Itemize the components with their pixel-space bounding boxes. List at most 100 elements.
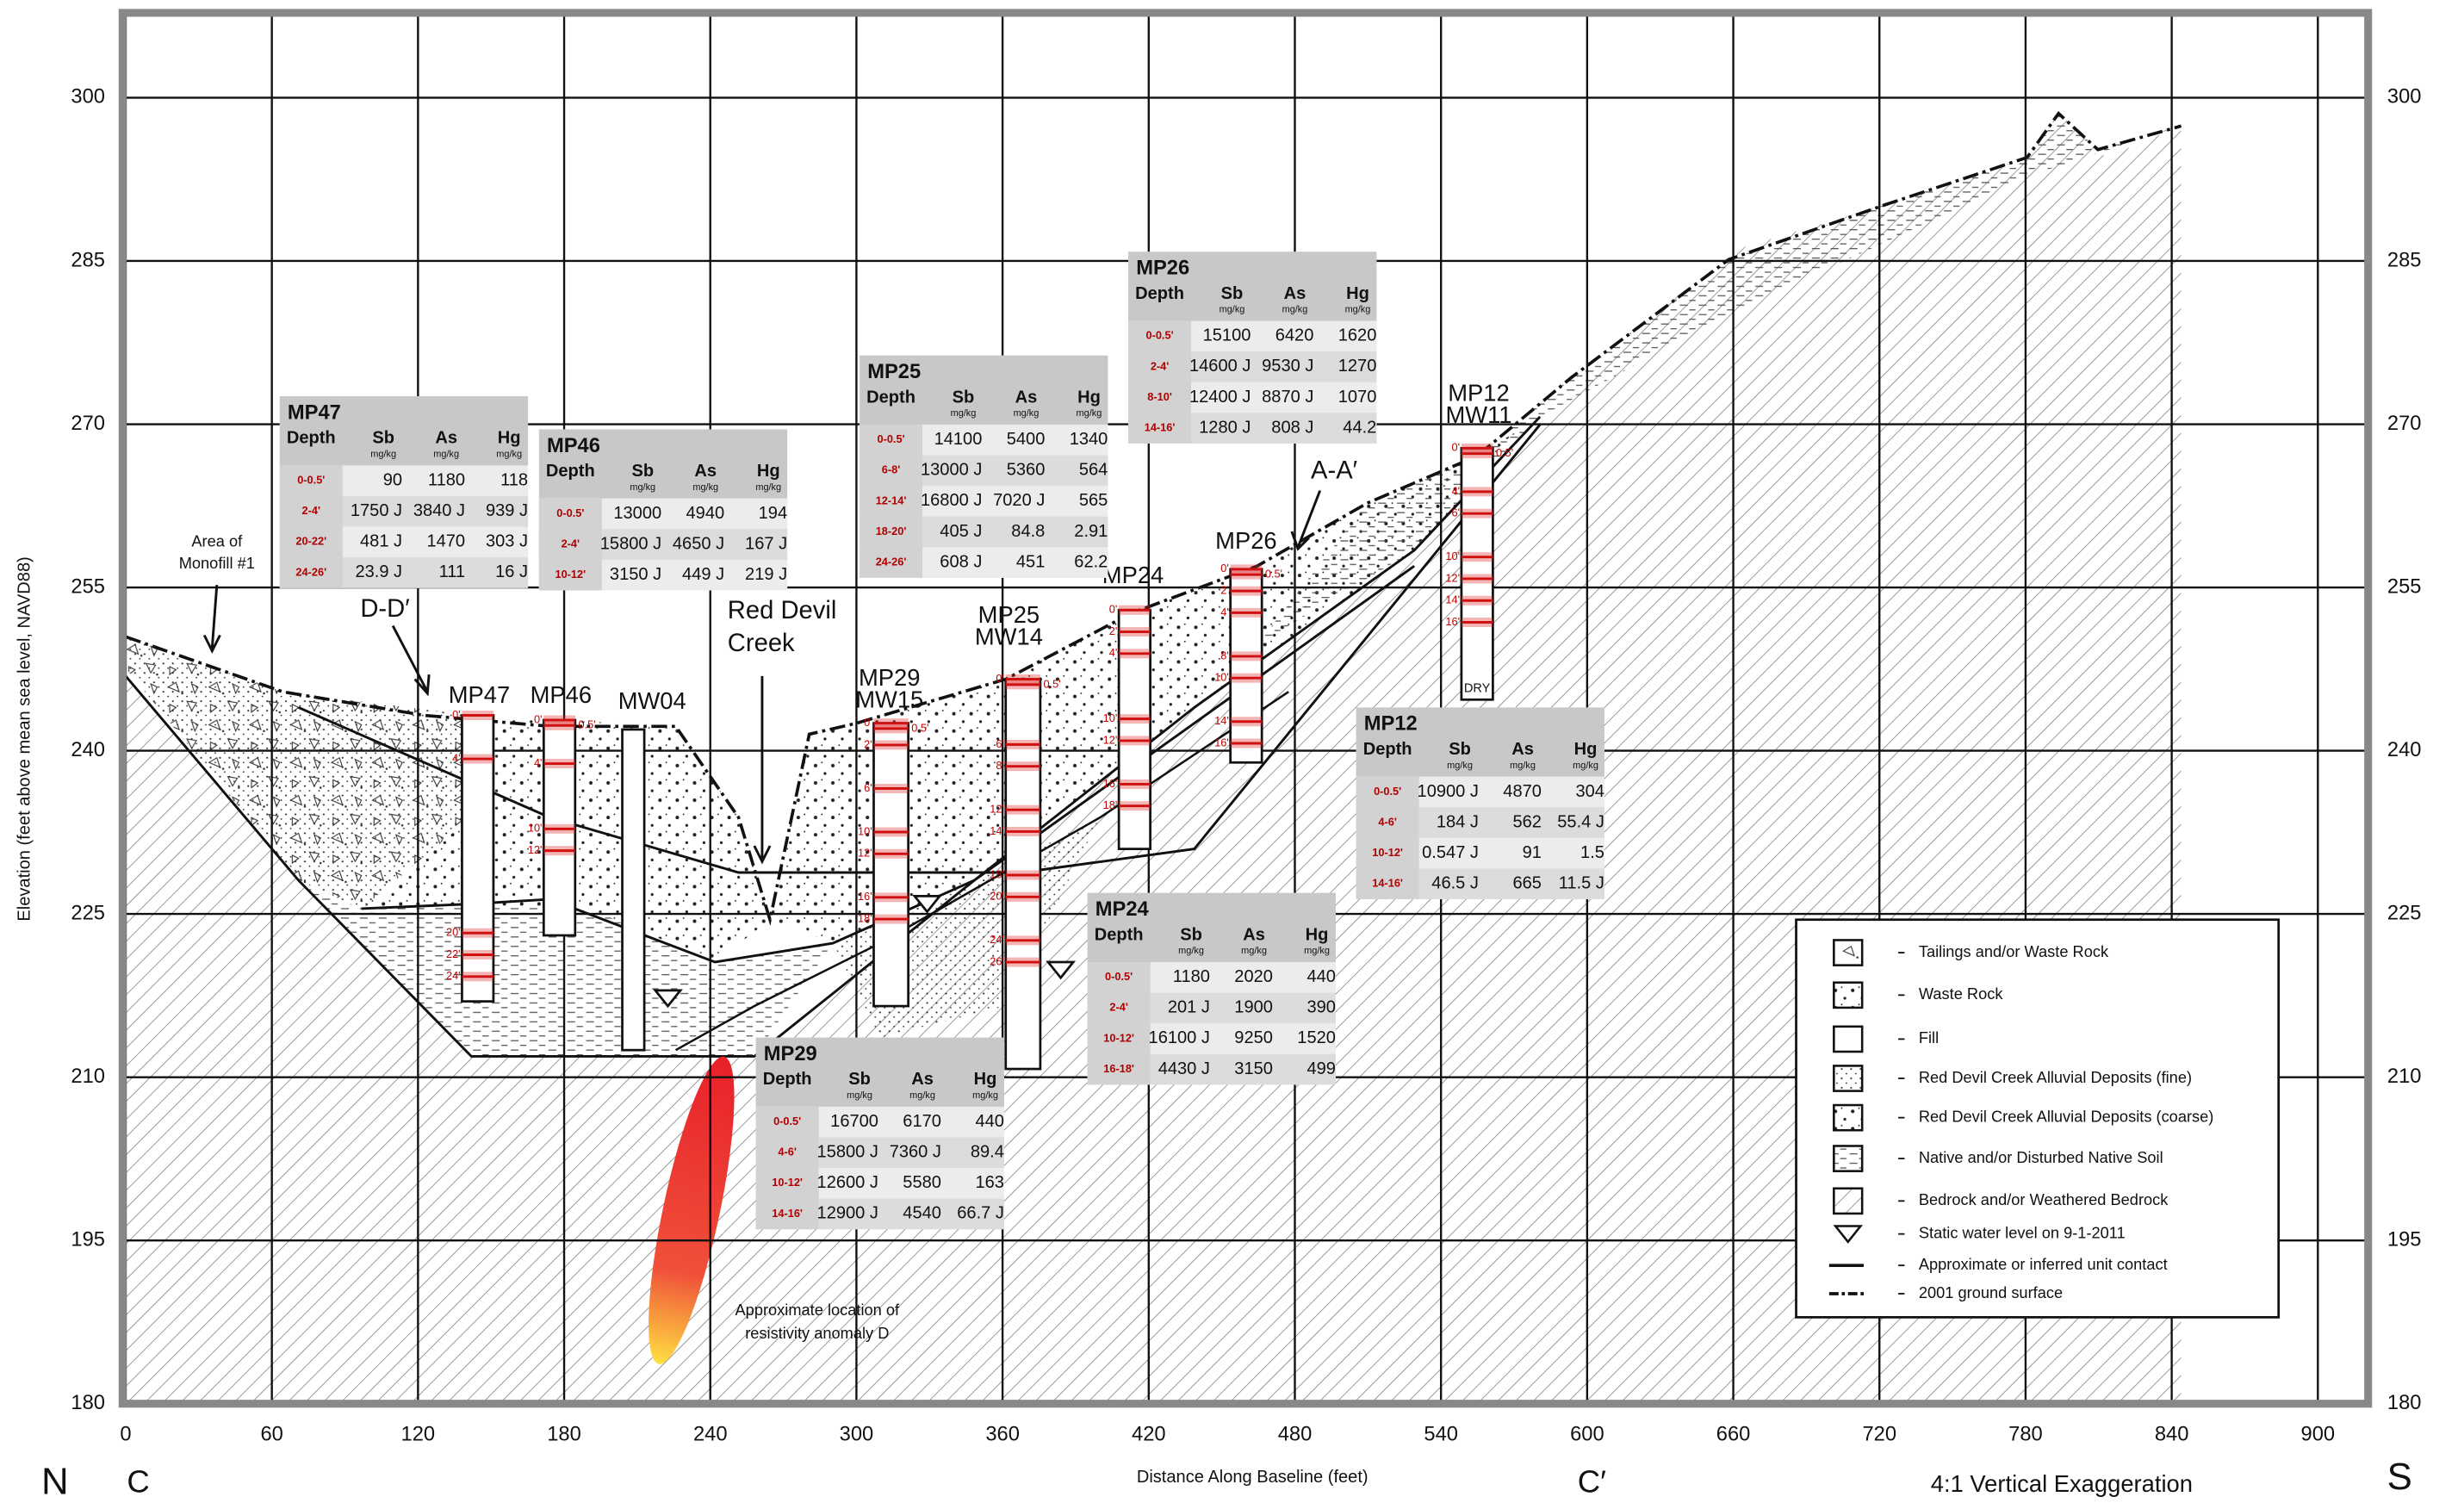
table-value: 1750 J (351, 501, 402, 520)
table-unit: mg/kg (847, 1090, 872, 1101)
table-value: 9250 (1234, 1028, 1273, 1047)
table-value: 219 J (745, 565, 787, 584)
table-header: As (1243, 925, 1265, 944)
table-depth: 10-12' (555, 568, 586, 581)
table-value: 66.7 J (957, 1204, 1004, 1223)
depth-label: 24' (446, 969, 461, 982)
table-header: Hg (498, 429, 521, 448)
depth-label: 0' (452, 708, 461, 721)
table-header: Depth (866, 388, 915, 407)
table-depth: 0-0.5' (877, 432, 904, 445)
depth-label: 4' (1109, 646, 1118, 659)
legend-swatch (1834, 1027, 1862, 1052)
depth-label: 4' (452, 751, 461, 764)
depth-label: 6' (864, 781, 872, 794)
table-depth: 4-6' (778, 1146, 797, 1158)
y-tick-label: 300 (2387, 86, 2422, 109)
table-header: As (1511, 740, 1534, 759)
table-value: 15100 (1203, 326, 1251, 345)
table-value: 440 (1306, 967, 1335, 986)
table-depth: 18-20' (876, 525, 907, 537)
well-label: MW11 (1445, 401, 1511, 428)
depth-label: 22' (446, 947, 461, 960)
table-value: 304 (1575, 782, 1604, 801)
table-header: As (1015, 388, 1038, 407)
table-title: MP29 (764, 1043, 817, 1065)
depth-label: 10' (1103, 711, 1118, 724)
well-casing (1462, 448, 1493, 699)
depth-label: 10' (858, 824, 872, 837)
depth-label: 8' (1220, 649, 1229, 661)
table-depth: 24-26' (295, 565, 326, 578)
x-tick-label: 0 (120, 1423, 131, 1445)
table-value: 44.2 (1343, 418, 1376, 437)
depth-label: 2' (1220, 583, 1229, 596)
table-value: 14600 J (1189, 357, 1251, 376)
table-value: 167 J (745, 534, 787, 553)
table-value: 12900 J (817, 1204, 878, 1223)
table-value: 451 (1016, 552, 1045, 571)
cross-section: 0601201802403003604204805406006607207808… (0, 0, 2464, 1503)
annotation: Area of (191, 532, 243, 550)
x-tick-label: 540 (1424, 1423, 1458, 1445)
table-unit: mg/kg (630, 482, 655, 493)
legend-swatch (1834, 983, 1862, 1008)
section-label: A-A′ (1311, 456, 1357, 484)
x-tick-label: 120 (401, 1423, 436, 1445)
table-value: 13000 (613, 504, 661, 523)
depth-label: 2' (1109, 624, 1118, 637)
table-value: 84.8 (1011, 522, 1045, 541)
depth-label: 12' (990, 803, 1004, 816)
table-value: 3840 J (413, 501, 465, 520)
table-value: 5580 (903, 1173, 941, 1192)
depth-label: 18' (990, 867, 1004, 880)
table-depth: 4-6' (1378, 815, 1397, 828)
table-value: 10900 J (1418, 782, 1479, 801)
y-tick-label: 210 (2387, 1065, 2422, 1088)
table-value: 1180 (428, 471, 465, 490)
table-header: As (911, 1070, 934, 1089)
start-label: C (127, 1463, 149, 1499)
depth-label: 0' (864, 716, 872, 729)
table-value: 13000 J (921, 461, 982, 480)
depth-label: 16' (1214, 736, 1229, 748)
table-value: 565 (1079, 491, 1108, 510)
legend-swatch (1834, 1105, 1862, 1130)
x-tick-label: 600 (1570, 1423, 1604, 1445)
table-value: 1340 (1070, 430, 1108, 449)
table-unit: mg/kg (1282, 305, 1308, 315)
table-value: 111 (439, 562, 465, 581)
table-header: Hg (1346, 284, 1369, 303)
table-header: Hg (1306, 925, 1329, 944)
table-unit: mg/kg (951, 408, 977, 419)
table-value: 23.9 J (355, 562, 402, 581)
legend-swatch (1834, 1146, 1862, 1171)
page: Cross Section C-C′ {"axes": {"xlabel": "… (0, 0, 2464, 1503)
table-header: As (435, 429, 457, 448)
depth-label: 12' (1103, 733, 1118, 746)
table-unit: mg/kg (370, 450, 396, 460)
table-value: 118 (500, 471, 528, 490)
table-value: 4870 (1503, 782, 1542, 801)
table-value: 184 J (1437, 812, 1479, 831)
dry-label: DRY (1464, 681, 1491, 695)
table-header: Depth (287, 429, 336, 448)
table-value: 89.4 (971, 1143, 1004, 1162)
depth-label: 2' (864, 737, 872, 750)
table-value: 5400 (1007, 430, 1046, 449)
table-unit: mg/kg (1077, 408, 1102, 419)
table-value: 499 (1306, 1059, 1335, 1078)
y-tick-label: 300 (71, 86, 105, 109)
depth-label: 0' (534, 712, 543, 725)
table-value: 608 J (940, 552, 982, 571)
end-label: C′ (1578, 1463, 1606, 1499)
table-value: 0.547 J (1422, 843, 1479, 862)
depth-label: 4' (1452, 484, 1461, 497)
legend-swatch (1834, 940, 1862, 965)
depth-label: 10' (1214, 671, 1229, 684)
table-value: 62.2 (1074, 552, 1108, 571)
table-header: Sb (372, 429, 394, 448)
table-depth: 2-4' (302, 504, 321, 517)
x-tick-label: 180 (547, 1423, 581, 1445)
table-header: Sb (631, 462, 654, 481)
